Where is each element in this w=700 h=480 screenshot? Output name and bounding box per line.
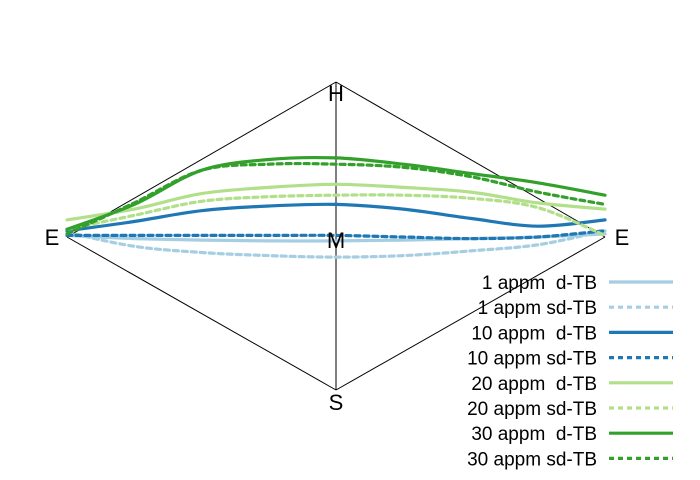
series-line-6	[65, 193, 607, 237]
legend-item-1: 1 appm d-TB	[482, 273, 673, 294]
frame-edge-left-top	[66, 81, 337, 238]
vertex-label-bottom: S	[329, 390, 344, 415]
legend-label-4: 10 appm sd-TB	[467, 349, 597, 370]
legend-item-4: 10 appm sd-TB	[467, 349, 673, 370]
series-line-7	[65, 155, 607, 231]
series-line-4	[65, 229, 607, 241]
legend-label-5: 20 appm d-TB	[471, 374, 597, 395]
legend-label-6: 20 appm sd-TB	[467, 399, 597, 420]
legend-item-3: 10 appm d-TB	[471, 323, 673, 344]
legend-item-2: 1 appm sd-TB	[478, 298, 673, 319]
legend-item-8: 30 appm sd-TB	[467, 449, 673, 470]
vertex-label-center: M	[327, 228, 345, 253]
series-line-8	[65, 161, 607, 236]
legend-item-5: 20 appm d-TB	[471, 374, 673, 395]
legend-label-1: 1 appm d-TB	[482, 273, 597, 294]
frame-edge-top-right	[335, 81, 606, 238]
legend: 1 appm d-TB 1 appm sd-TB 10 appm d-TB 10 ap…	[467, 273, 673, 470]
series-line-2	[65, 229, 607, 259]
series-line-3	[65, 202, 607, 233]
series-layer	[65, 155, 607, 259]
legend-label-2: 1 appm sd-TB	[478, 298, 597, 319]
frame-edge-bottom-left	[66, 236, 337, 391]
vertex-label-right: E	[615, 225, 630, 250]
vertex-label-top: H	[328, 81, 344, 106]
legend-label-8: 30 appm sd-TB	[467, 449, 597, 470]
frame-edge-right-bottom	[335, 236, 606, 391]
series-line-5	[65, 182, 607, 222]
legend-item-7: 30 appm d-TB	[471, 424, 673, 445]
legend-label-3: 10 appm d-TB	[471, 323, 597, 344]
legend-item-6: 20 appm sd-TB	[467, 399, 673, 420]
legend-label-7: 30 appm d-TB	[471, 424, 597, 445]
vertex-labels: E E H S M	[45, 81, 630, 415]
vertex-label-left: E	[45, 225, 60, 250]
